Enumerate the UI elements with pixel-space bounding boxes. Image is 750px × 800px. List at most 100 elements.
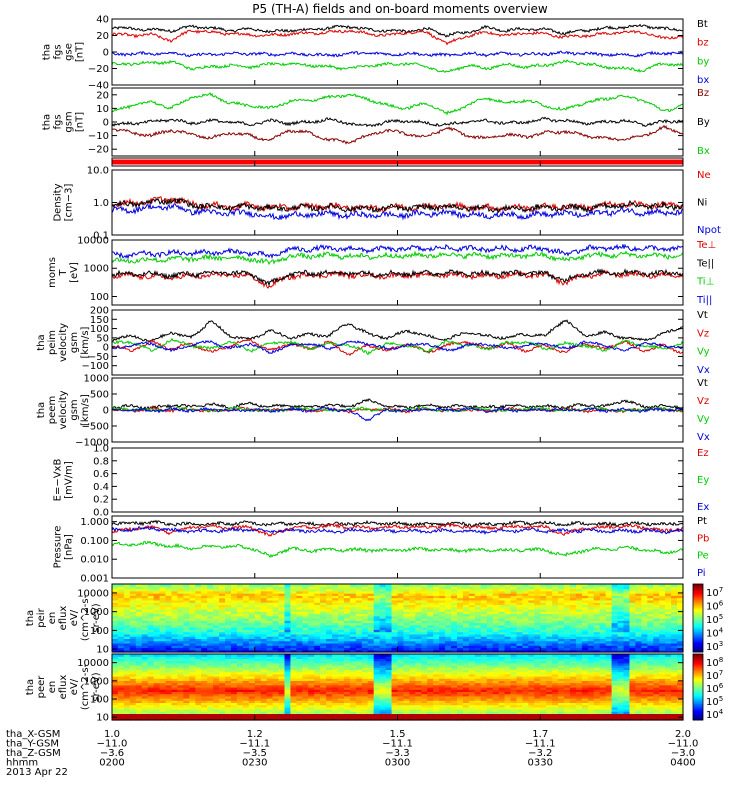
y-axis-label: E=−VxB	[53, 459, 64, 502]
y-axis-label: [cm−3]	[64, 184, 75, 222]
x-axis-value: 1.7	[532, 729, 548, 740]
y-tick-label: 0.1	[93, 231, 109, 242]
series-line-temperature-2	[111, 250, 684, 266]
y-axis-label: eflux	[58, 606, 69, 631]
y-tick-label: −50	[88, 352, 109, 363]
colorbar-tick-label: 105	[706, 613, 723, 626]
series-line-fgs_gse-2	[111, 59, 684, 73]
y-tick-label: 150	[90, 315, 109, 326]
figure-title: P5 (TH-A) fields and on-board moments ov…	[252, 2, 548, 16]
y-tick-label: 20	[96, 90, 109, 101]
x-axis-row-label: tha_X-GSM	[6, 729, 60, 740]
colorbar-tick-exponent: 7	[719, 586, 723, 594]
y-axis-label: Density	[53, 183, 64, 221]
x-axis-row-label: hhmm	[6, 758, 38, 769]
x-axis-value: −3.0	[671, 748, 695, 759]
panel-frame	[111, 447, 684, 513]
y-axis-label: tha	[36, 334, 47, 350]
series-line-temperature-1	[111, 268, 684, 288]
colorbar-tick-label: 106	[706, 682, 724, 695]
y-axis-label: gsm	[69, 332, 80, 353]
y-tick-label: −10	[88, 131, 109, 142]
legend-label: Bx	[697, 146, 710, 157]
panel-pressure: Pt Pb Pe Pi 1.000 0.100 0.010 0.001 Pressure [nPa…	[53, 515, 709, 585]
colorbar-tick-label: 107	[706, 586, 723, 599]
y-tick-label: 1.0	[93, 444, 109, 455]
series-line-pressure-0	[111, 519, 684, 528]
x-axis-value: −3.5	[243, 748, 267, 759]
panel-frame	[111, 169, 684, 236]
y-tick-label: 10	[96, 104, 109, 115]
y-axis-label: sr-eV)	[91, 603, 102, 632]
y-tick-label: 20	[96, 31, 109, 42]
panel-fgs_gse: Bt bz by bx 40 20 0 −20 −40 tha fgs gse [nT]	[42, 15, 710, 92]
y-axis-label: gse	[64, 43, 75, 61]
series-line-peim_velocity-3	[111, 339, 684, 355]
series-line-fgs_gse-3	[111, 50, 684, 58]
y-tick-label: 40	[96, 15, 109, 26]
panel-temperature: Te⊥ Te|| Ti⊥ Ti|| 10000 1000 100 moms T [eV]	[47, 236, 716, 307]
legend-label: Ti⊥	[696, 277, 714, 288]
y-tick-label: 1000	[84, 264, 109, 275]
x-axis-value: 0200	[99, 758, 124, 769]
series-line-fgs_gse-0	[111, 23, 684, 38]
y-axis-label: tha	[36, 402, 47, 418]
y-tick-label: −20	[88, 145, 109, 156]
y-axis-label: velocity	[58, 323, 69, 362]
y-axis-label: eV/	[69, 609, 80, 626]
legend-label: Vt	[697, 310, 708, 321]
legend-label: Ey	[697, 475, 709, 486]
x-axis-row-label: tha_Y-GSM	[6, 739, 59, 750]
legend-label: Pi	[697, 568, 706, 579]
legend-label: By	[697, 117, 710, 128]
y-axis-label: eV/	[69, 678, 80, 695]
y-axis-label: tha	[25, 679, 36, 695]
legend-label: Vz	[697, 396, 709, 407]
x-axis-value: −3.2	[528, 748, 552, 759]
legend-label: Ti||	[696, 295, 712, 306]
series-line-fgs_gsm-1	[111, 116, 684, 128]
y-axis-label: [nT]	[75, 42, 86, 62]
panel-flag	[111, 157, 684, 167]
legend-label: Vt	[697, 378, 708, 389]
y-axis-label: Pressure	[53, 526, 64, 569]
y-tick-label: −1000	[75, 438, 109, 449]
y-tick-label: 1.0	[93, 198, 109, 209]
y-tick-label: 10.0	[87, 166, 109, 177]
y-tick-label: 10000	[77, 236, 109, 247]
x-axis-value: 0230	[242, 758, 267, 769]
legend-label: bx	[697, 75, 709, 86]
colorbar-tick-label: 105	[706, 695, 723, 708]
y-axis-label: T	[58, 269, 69, 277]
y-axis-label: [nPa]	[64, 534, 75, 560]
y-tick-label: 0	[103, 48, 109, 59]
series-line-temperature-0	[111, 269, 684, 289]
legend-label: Vx	[697, 432, 710, 443]
colorbar-tick-label: 104	[706, 708, 724, 721]
y-tick-label: 1000	[84, 607, 109, 618]
y-tick-label: 0.2	[93, 495, 109, 506]
legend-label: Npot	[697, 225, 721, 236]
legend-label: by	[697, 56, 709, 67]
legend-label: Pb	[697, 533, 709, 544]
series-line-fgs_gsm-0	[111, 124, 684, 145]
y-axis-label: gsm	[64, 111, 75, 132]
colorbar-tick-exponent: 3	[719, 640, 723, 648]
legend-label: Te⊥	[696, 240, 716, 251]
panel-peem_velocity: Vt Vz Vy Vx 1000 500 0 −500 −1000 tha peem velocity…	[36, 374, 710, 449]
y-tick-label: 0.6	[93, 469, 109, 480]
y-axis-label: eflux	[58, 675, 69, 700]
y-axis-label: fgs	[53, 114, 64, 129]
y-tick-label: 0.001	[80, 574, 109, 585]
series-line-fgs_gse-1	[112, 29, 684, 46]
legend-label: Ni	[697, 198, 707, 209]
x-axis-value: 1.2	[247, 729, 263, 740]
series-line-fgs_gsm-2	[111, 91, 684, 116]
series-line-peim_velocity-1	[111, 338, 684, 357]
colorbar-tick-exponent: 4	[719, 627, 724, 635]
colorbar-tick-exponent: 8	[719, 656, 723, 664]
y-axis-label: [km/s]	[80, 326, 91, 358]
